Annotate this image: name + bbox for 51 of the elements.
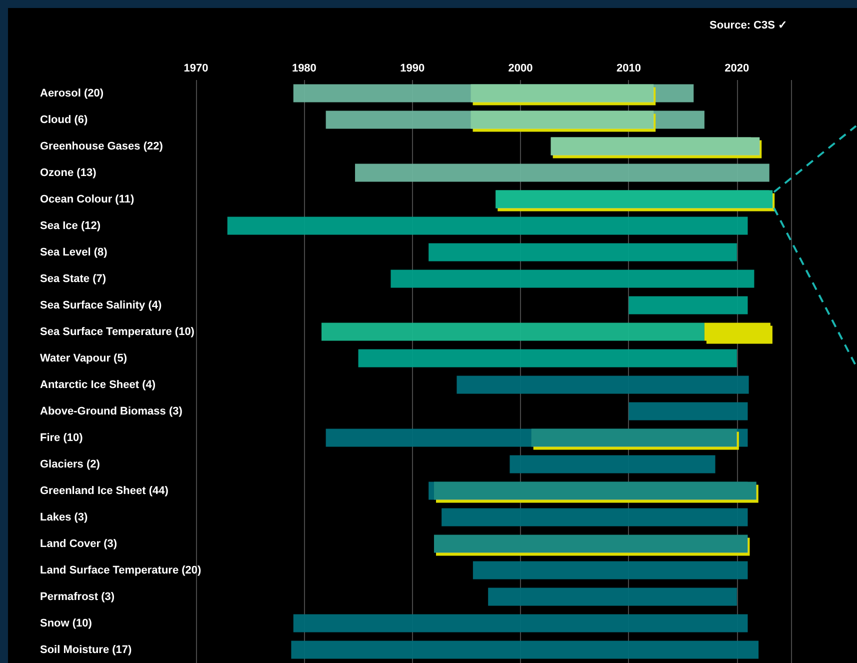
y-tick-label: Sea Level (8) [40,246,108,258]
y-tick-label: Greenhouse Gases (22) [40,140,164,152]
bar [434,534,748,553]
y-tick-label: Antarctic Ice Sheet (4) [40,378,156,391]
y-tick-label: Land Cover (3) [40,538,118,550]
bar [628,402,748,420]
bar [227,216,748,235]
source-note: Source: C3S ✓ [710,20,788,32]
bar [550,137,760,156]
bar [390,270,754,288]
y-tick-label: Sea Surface Salinity (4) [40,299,162,312]
y-tick-label: Cloud (6) [40,114,88,126]
x-tick-label: 1990 [400,62,425,74]
y-tick-label: Ozone (13) [40,166,97,179]
x-tick-label: 2020 [724,62,750,74]
bar [442,508,748,526]
bar [704,322,770,341]
bar [531,428,737,447]
y-tick-label: Snow (10) [40,617,92,630]
x-tick-label: 2000 [508,62,533,74]
y-tick-label: Glaciers (2) [40,458,100,470]
y-tick-label: Aerosol (20) [40,87,104,100]
bar [358,349,737,368]
y-tick-label: Lakes (3) [40,511,88,524]
y-tick-label: Above-Ground Biomass (3) [40,405,183,418]
x-tick-label: 1970 [184,62,208,74]
x-tick-label: 2010 [616,62,641,74]
y-tick-label: Permafrost (3) [40,590,115,603]
y-tick-label: Sea State (7) [40,272,106,285]
bar [321,322,704,341]
bar [293,614,748,632]
y-tick-label: Soil Moisture (17) [40,644,132,656]
x-tick-label: 1980 [292,62,316,74]
y-tick-label: Sea Ice (12) [40,220,101,232]
bar [628,296,748,314]
y-tick-label: Water Vapour (5) [40,352,128,364]
y-tick-label: Sea Surface Temperature (10) [40,326,195,338]
bar [510,455,716,474]
y-tick-label: Ocean Colour (11) [40,193,134,206]
bar [355,164,770,182]
bar [428,243,737,262]
y-tick-label: Land Surface Temperature (20) [40,564,202,576]
bar [496,190,773,208]
y-tick-label: Fire (10) [40,432,84,444]
y-tick-label: Greenland Ice Sheet (44) [40,484,169,497]
bar [472,561,748,580]
bar [291,640,759,659]
bar [470,84,654,102]
bar [470,110,654,129]
bar [488,588,737,606]
bar [456,376,749,394]
